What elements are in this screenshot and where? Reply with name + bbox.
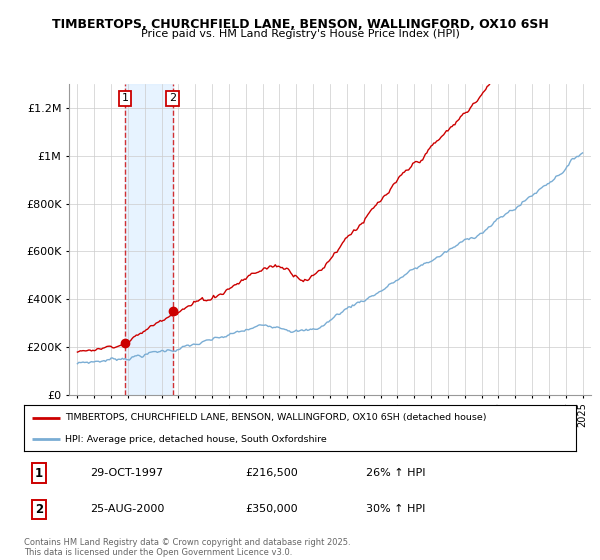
- Text: 29-OCT-1997: 29-OCT-1997: [90, 468, 163, 478]
- Text: 2: 2: [35, 503, 43, 516]
- Text: £216,500: £216,500: [245, 468, 298, 478]
- Text: £350,000: £350,000: [245, 505, 298, 514]
- Bar: [125, 84, 173, 395]
- Text: 1: 1: [122, 94, 128, 104]
- Text: TIMBERTOPS, CHURCHFIELD LANE, BENSON, WALLINGFORD, OX10 6SH (detached house): TIMBERTOPS, CHURCHFIELD LANE, BENSON, WA…: [65, 413, 487, 422]
- Text: 25-AUG-2000: 25-AUG-2000: [90, 505, 164, 514]
- Text: 26% ↑ HPI: 26% ↑ HPI: [366, 468, 426, 478]
- Text: 1: 1: [35, 466, 43, 479]
- Text: HPI: Average price, detached house, South Oxfordshire: HPI: Average price, detached house, Sout…: [65, 435, 327, 444]
- Text: Contains HM Land Registry data © Crown copyright and database right 2025.
This d: Contains HM Land Registry data © Crown c…: [24, 538, 350, 557]
- Text: 30% ↑ HPI: 30% ↑ HPI: [366, 505, 425, 514]
- Text: TIMBERTOPS, CHURCHFIELD LANE, BENSON, WALLINGFORD, OX10 6SH: TIMBERTOPS, CHURCHFIELD LANE, BENSON, WA…: [52, 18, 548, 31]
- Text: Price paid vs. HM Land Registry's House Price Index (HPI): Price paid vs. HM Land Registry's House …: [140, 29, 460, 39]
- Text: 2: 2: [169, 94, 176, 104]
